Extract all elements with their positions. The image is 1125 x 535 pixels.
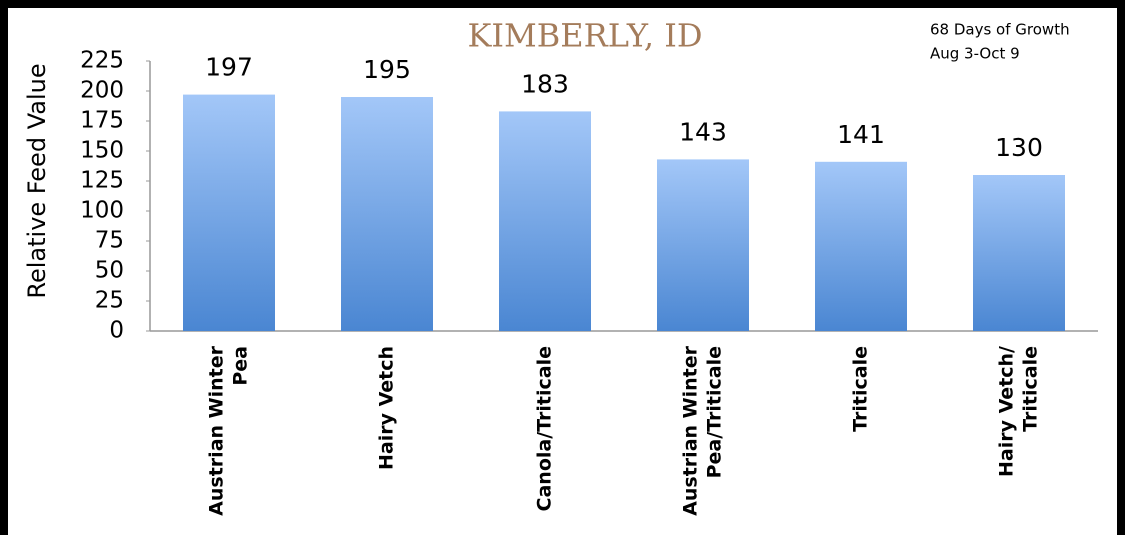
value-label: 183 <box>521 69 569 98</box>
bar <box>183 94 275 331</box>
y-tick-label: 50 <box>95 258 124 284</box>
annotation: 68 Days of Growth <box>930 21 1070 39</box>
y-tick-label: 0 <box>109 318 124 344</box>
x-tick-label: Pea <box>230 346 252 386</box>
y-tick-label: 200 <box>80 78 124 104</box>
y-tick-label: 225 <box>80 48 124 74</box>
value-label: 195 <box>363 55 411 84</box>
x-tick-label: Pea/Triticale <box>704 346 726 478</box>
chart-title: KIMBERLY, ID <box>467 17 702 55</box>
x-tick-label: Canola/Triticale <box>534 346 556 511</box>
annotation: Aug 3-Oct 9 <box>930 45 1020 63</box>
value-label: 197 <box>205 53 253 82</box>
y-axis-label: Relative Feed Value <box>23 63 51 298</box>
bar <box>657 159 749 331</box>
y-tick-label: 25 <box>95 288 124 314</box>
y-tick-label: 175 <box>80 108 124 134</box>
y-tick-label: 125 <box>80 168 124 194</box>
x-tick-label: Hairy Vetch <box>376 346 398 470</box>
bar <box>341 97 433 331</box>
x-tick-label: Triticale <box>1020 346 1042 432</box>
x-tick-label: Austrian Winter <box>680 345 702 515</box>
value-label: 141 <box>837 120 885 149</box>
value-label: 130 <box>995 133 1043 162</box>
y-tick-label: 100 <box>80 198 124 224</box>
bar <box>815 161 907 331</box>
y-tick-label: 150 <box>80 138 124 164</box>
x-tick-label: Austrian Winter <box>206 345 228 515</box>
bar <box>499 111 591 332</box>
bar <box>973 175 1065 331</box>
x-tick-label: Triticale <box>850 346 872 432</box>
y-tick-label: 75 <box>95 228 124 254</box>
value-label: 143 <box>679 117 727 146</box>
x-tick-label: Hairy Vetch/ <box>996 346 1018 477</box>
